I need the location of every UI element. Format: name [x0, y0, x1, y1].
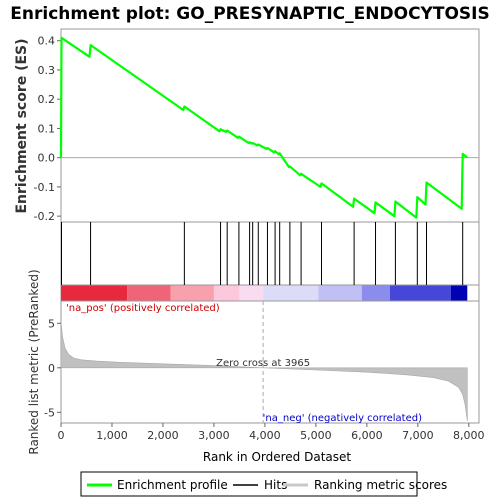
colorbar-segment: [61, 285, 128, 301]
es-panel: [60, 28, 480, 223]
legend: Enrichment profile Hits Ranking metric s…: [80, 471, 447, 497]
colorbar-segment: [389, 285, 451, 301]
es-tick-label: 0.4: [38, 35, 56, 48]
es-tick-label: 0.0: [38, 152, 56, 165]
es-tick-label: -0.2: [34, 210, 55, 223]
colorbar-segment: [450, 285, 468, 301]
legend-label-hits: Hits: [264, 478, 287, 492]
x-tick-label: 4,000: [249, 429, 281, 442]
colorbar-segment: [318, 285, 362, 301]
es-tick-label: 0.2: [38, 93, 56, 106]
colorbar-segment: [239, 285, 264, 301]
enrichment-profile-series: [59, 36, 469, 219]
x-tick-label: 0: [58, 429, 65, 442]
hit-marks: [61, 222, 464, 285]
x-axis-ticks: 0 1,000 2,000 3,000 4,000 5,000 6,000 7,000 8,00…: [58, 423, 485, 442]
colorbar-segment: [127, 285, 171, 301]
rank-colorbar: [61, 285, 468, 301]
x-tick-label: 2,000: [147, 429, 179, 442]
ranking-metric-area: [60, 301, 468, 423]
enrichment-profile-line: [59, 36, 469, 219]
legend-label-enrichment: Enrichment profile: [117, 478, 228, 492]
pos-label: 'na_pos' (positively correlated): [66, 303, 220, 314]
zero-cross-label: Zero cross at 3965: [216, 358, 310, 369]
x-tick-label: 3,000: [198, 429, 230, 442]
x-tick-label: 1,000: [96, 429, 128, 442]
colorbar-segment: [361, 285, 390, 301]
es-tick-label: 0.1: [38, 122, 56, 135]
neg-label: 'na_neg' (negatively correlated): [263, 413, 422, 424]
legend-label-metric: Ranking metric scores: [314, 478, 447, 492]
metric-tick-label: -5: [44, 406, 55, 419]
colorbar-segment: [263, 285, 319, 301]
es-axis-label: Enrichment score (ES): [14, 38, 30, 213]
es-tick-label: 0.3: [38, 64, 56, 77]
x-axis-label: Rank in Ordered Dataset: [203, 450, 351, 464]
x-tick-label: 7,000: [402, 429, 434, 442]
metric-tick-label: 0: [48, 362, 55, 375]
metric-axis-label: Ranked list metric (PreRanked): [27, 269, 41, 454]
hits-panel: [60, 221, 480, 286]
es-axis-ticks: 0.4 0.3 0.2 0.1 0.0 -0.1 -0.2: [34, 35, 61, 223]
chart-title: Enrichment plot: GO_PRESYNAPTIC_ENDOCYTO…: [10, 4, 489, 24]
es-tick-label: -0.1: [34, 181, 55, 194]
metric-axis-ticks: 5 0 -5: [44, 317, 61, 419]
x-tick-label: 5,000: [300, 429, 332, 442]
metric-tick-label: 5: [48, 317, 55, 330]
x-tick-label: 8,000: [453, 429, 485, 442]
colorbar-segment: [213, 285, 240, 301]
colorbar-segment: [170, 285, 214, 301]
x-tick-label: 6,000: [351, 429, 383, 442]
metric-panel: [60, 300, 480, 424]
